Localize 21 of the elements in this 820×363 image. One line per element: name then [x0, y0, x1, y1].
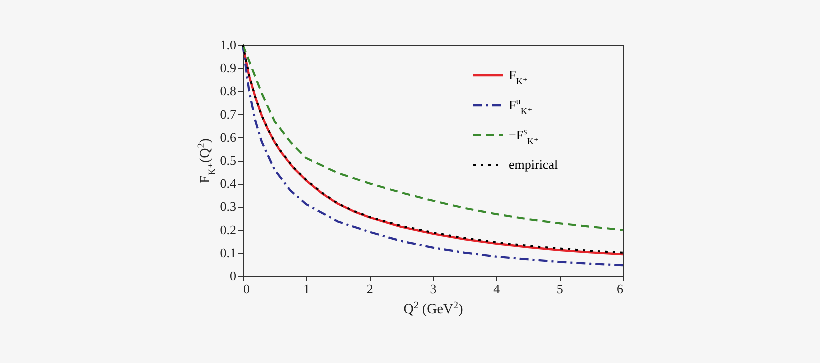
y-tick-label: 0.6 — [220, 130, 237, 145]
x-tick-label: 5 — [556, 282, 564, 296]
legend-label: empirical — [509, 157, 558, 172]
x-tick-label: 3 — [430, 282, 437, 296]
y-tick-label: 0.7 — [220, 106, 237, 122]
x-tick-label: 1 — [304, 282, 310, 296]
y-tick-label: 0.8 — [220, 84, 236, 99]
x-tick-label: 2 — [366, 282, 374, 296]
x-tick-label: 6 — [617, 282, 624, 296]
y-tick-label: 1.0 — [220, 38, 236, 52]
y-tick-label: 0.4 — [220, 176, 237, 192]
legend-label: F$_{K⁺}$ — [509, 68, 528, 88]
x-tick-label: 4 — [494, 282, 501, 296]
y-tick-label: 0 — [230, 268, 236, 284]
y-tick-label: 0.5 — [220, 153, 236, 168]
y-tick-label: 0.2 — [220, 222, 236, 238]
y-tick-label: 0.9 — [220, 60, 236, 76]
x-axis-title: Q$^{2}$ (GeV$^{2}$) — [404, 300, 464, 318]
y-tick-label: 0.1 — [220, 245, 236, 260]
y-tick-label: 0.3 — [220, 199, 236, 214]
x-tick-label: 0 — [244, 282, 250, 296]
